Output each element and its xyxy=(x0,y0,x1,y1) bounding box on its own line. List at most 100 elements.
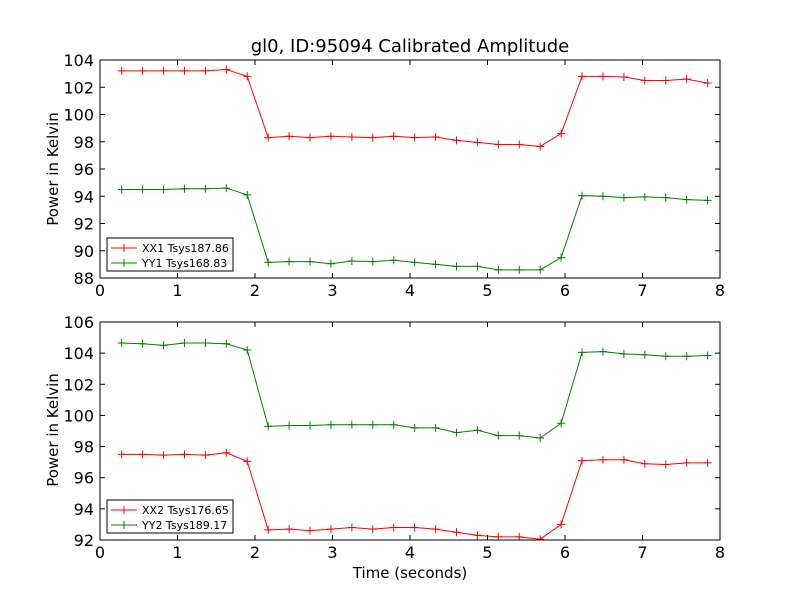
top-series-0-point xyxy=(180,66,189,75)
top-series-1-point xyxy=(389,256,398,265)
bottom-series-0-point xyxy=(347,523,356,532)
top-series-1-point xyxy=(306,257,315,266)
top-x-tick-label: 7 xyxy=(637,281,647,300)
bottom-series-0-point xyxy=(661,460,670,469)
bottom-series-0-point xyxy=(598,455,607,464)
top-series-0-point xyxy=(515,140,524,149)
x-axis-label: Time (seconds) xyxy=(352,564,468,582)
bottom-x-tick-label: 6 xyxy=(560,543,570,562)
top-series-1-point xyxy=(159,185,168,194)
bottom-series-0-point xyxy=(452,528,461,537)
top-series-0-point xyxy=(557,129,566,138)
bottom-y-tick-label: 102 xyxy=(63,375,94,394)
top-legend-box xyxy=(106,237,234,272)
bottom-series-1-point xyxy=(138,339,147,348)
bottom-series-1-point xyxy=(515,431,524,440)
bottom-series-0-point xyxy=(703,458,712,467)
bottom-series-0-point xyxy=(682,458,691,467)
bottom-y-tick-label: 96 xyxy=(74,469,94,488)
bottom-y-tick-label: 100 xyxy=(63,406,94,425)
top-series-0-point xyxy=(640,76,649,85)
top-series-0-point xyxy=(661,76,670,85)
top-y-tick-label: 90 xyxy=(74,242,94,261)
top-series-0-point xyxy=(703,79,712,88)
bottom-series-0-point xyxy=(640,459,649,468)
top-series-1-point xyxy=(703,196,712,205)
bottom-x-tick-label: 2 xyxy=(250,543,260,562)
bottom-series-0-point xyxy=(557,520,566,529)
bottom-series-0-point xyxy=(326,525,335,534)
top-x-tick-label: 2 xyxy=(250,281,260,300)
top-legend: XX1 Tsys187.86 YY1 Tsys168.83 xyxy=(106,237,234,272)
top-series-1-point xyxy=(347,256,356,265)
bottom-series-1-point xyxy=(180,339,189,348)
bottom-series-0-point xyxy=(243,457,252,466)
bottom-y-tick-label: 104 xyxy=(63,344,94,363)
bottom-series-0-point xyxy=(222,448,231,457)
bottom-x-tick-label: 1 xyxy=(172,543,182,562)
top-legend-label: YY1 Tsys168.83 xyxy=(141,257,227,270)
bottom-legend-box xyxy=(106,499,234,534)
bottom-series-0-point xyxy=(473,531,482,540)
bottom-series-1-point xyxy=(222,339,231,348)
top-plot-area xyxy=(117,65,712,274)
bottom-panel: Power in Kelvin Time (seconds) 0 1 2 3 4 5 6 7 8… xyxy=(44,313,725,582)
top-series-1-point xyxy=(117,185,126,194)
top-x-tick-label: 5 xyxy=(482,281,492,300)
bottom-series-0-point xyxy=(159,451,168,460)
bottom-legend: XX2 Tsys176.65 YY2 Tsys189.17 xyxy=(106,499,234,534)
bottom-series-1-point xyxy=(703,351,712,360)
top-y-tick-label: 98 xyxy=(74,133,94,152)
top-x-tick-label: 1 xyxy=(172,281,182,300)
bottom-series-0-point xyxy=(201,451,210,460)
top-series-0-point xyxy=(306,133,315,142)
bottom-x-tick-label: 5 xyxy=(482,543,492,562)
top-series-1-point xyxy=(578,191,587,200)
top-series-1-point xyxy=(682,195,691,204)
bottom-series-1-point xyxy=(473,426,482,435)
top-legend-label: XX1 Tsys187.86 xyxy=(142,242,229,255)
bottom-y-tick-label: 98 xyxy=(74,438,94,457)
top-series-0-point xyxy=(431,132,440,141)
top-y-tick-label: 94 xyxy=(74,187,94,206)
bottom-y-tick-label: 92 xyxy=(74,531,94,550)
bottom-series-0-point xyxy=(536,535,545,540)
top-series-0-point xyxy=(494,140,503,149)
top-y-tick-label: 96 xyxy=(74,160,94,179)
top-x-tick-label: 0 xyxy=(95,281,105,300)
bottom-series-1-point xyxy=(494,431,503,440)
top-series-0-point xyxy=(243,72,252,81)
top-y-tick-label: 92 xyxy=(74,215,94,234)
bottom-y-tick-label: 106 xyxy=(63,313,94,332)
bottom-series-1-point xyxy=(661,352,670,361)
bottom-series-1-point xyxy=(431,423,440,432)
top-series-1-point xyxy=(138,185,147,194)
bottom-panel-ylabel: Power in Kelvin xyxy=(44,373,62,487)
top-series-0-point xyxy=(159,66,168,75)
top-x-tick-label: 8 xyxy=(715,281,725,300)
top-y-tick-label: 102 xyxy=(63,78,94,97)
bottom-series-1-point xyxy=(578,348,587,357)
top-series-0-point xyxy=(264,133,273,142)
top-series-0-point xyxy=(347,132,356,141)
bottom-series-1-point xyxy=(326,420,335,429)
bottom-y-tick-label: 94 xyxy=(74,500,94,519)
top-panel-ylabel: Power in Kelvin xyxy=(44,112,62,226)
top-series-1-point xyxy=(619,193,628,202)
top-series-1-point xyxy=(452,262,461,271)
bottom-legend-marker xyxy=(120,506,128,514)
bottom-series-0-point xyxy=(138,450,147,459)
bottom-series-0-point xyxy=(578,456,587,465)
bottom-legend-marker xyxy=(120,521,128,529)
top-series-0-point xyxy=(682,75,691,84)
top-series-0-point xyxy=(117,66,126,75)
bottom-series-1-point xyxy=(410,423,419,432)
top-series-1-point xyxy=(222,184,231,193)
bottom-series-1-point xyxy=(368,420,377,429)
bottom-series-0-point xyxy=(619,455,628,464)
bottom-series-0-point xyxy=(117,450,126,459)
top-series-1-point xyxy=(431,260,440,269)
top-series-0-point xyxy=(326,132,335,141)
bottom-series-0-point xyxy=(306,526,315,535)
